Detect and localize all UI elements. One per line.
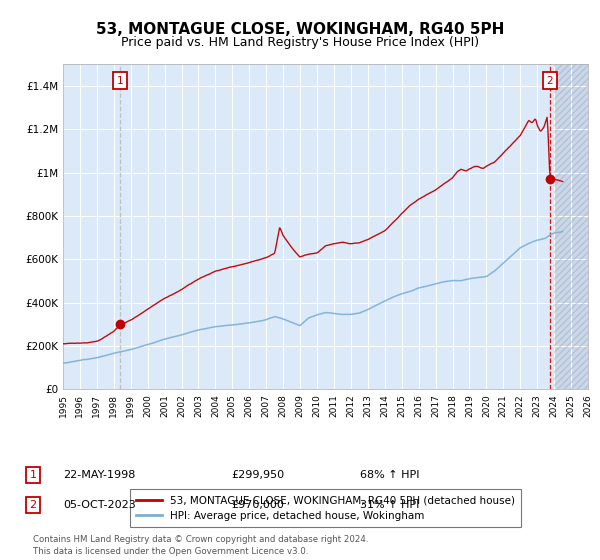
Text: Contains HM Land Registry data © Crown copyright and database right 2024.
This d: Contains HM Land Registry data © Crown c… (33, 535, 368, 556)
Text: 53, MONTAGUE CLOSE, WOKINGHAM, RG40 5PH: 53, MONTAGUE CLOSE, WOKINGHAM, RG40 5PH (96, 22, 504, 38)
Text: Price paid vs. HM Land Registry's House Price Index (HPI): Price paid vs. HM Land Registry's House … (121, 36, 479, 49)
Text: 22-MAY-1998: 22-MAY-1998 (63, 470, 136, 480)
Text: 05-OCT-2023: 05-OCT-2023 (63, 500, 136, 510)
Text: 1: 1 (29, 470, 37, 480)
Text: £299,950: £299,950 (231, 470, 284, 480)
Bar (554, 64, 588, 389)
Legend: 53, MONTAGUE CLOSE, WOKINGHAM, RG40 5PH (detached house), HPI: Average price, de: 53, MONTAGUE CLOSE, WOKINGHAM, RG40 5PH … (130, 489, 521, 527)
Text: 2: 2 (29, 500, 37, 510)
Text: 31% ↑ HPI: 31% ↑ HPI (360, 500, 419, 510)
Text: 2: 2 (547, 76, 553, 86)
Text: 68% ↑ HPI: 68% ↑ HPI (360, 470, 419, 480)
Bar (554, 64, 588, 389)
Text: £970,000: £970,000 (231, 500, 284, 510)
Text: 1: 1 (117, 76, 124, 86)
